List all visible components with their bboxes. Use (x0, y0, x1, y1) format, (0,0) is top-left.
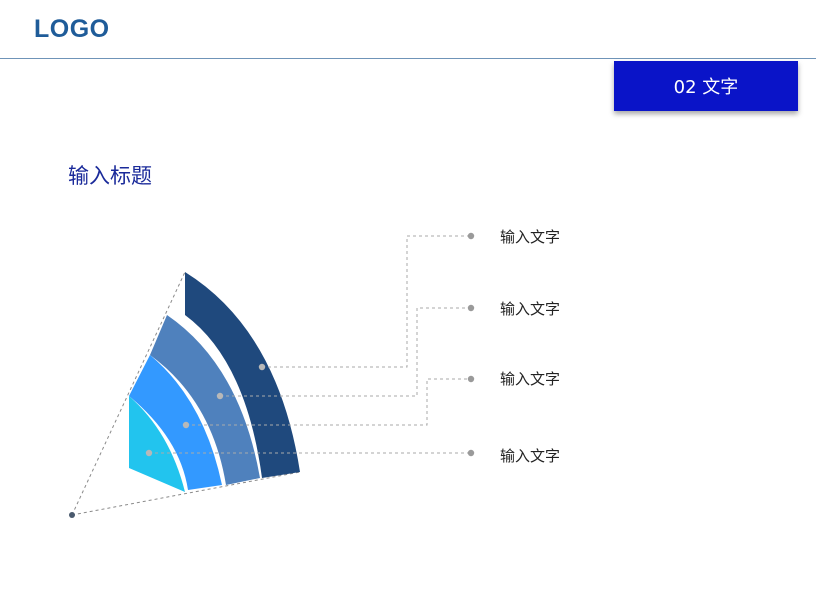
band-dot-2 (216, 392, 224, 400)
apex-guides (71, 271, 301, 516)
item-label-2: 输入文字 (500, 300, 561, 318)
header-divider (0, 58, 816, 59)
connector-2 (220, 307, 470, 397)
logo: LOGO (34, 15, 110, 43)
band-dot-3 (182, 421, 190, 429)
connector-1 (262, 235, 470, 368)
fan-band-2 (150, 315, 260, 485)
apex-guide-top (71, 271, 186, 516)
label-dots (467, 232, 475, 457)
fan-band-4 (129, 396, 185, 492)
apex-guide-bottom (71, 471, 301, 516)
item-label-4: 输入文字 (500, 447, 561, 465)
fan-band-1 (185, 272, 300, 478)
band-dots (145, 363, 266, 457)
band-dot-4 (145, 449, 153, 457)
label-dot-1 (467, 232, 475, 240)
connector-3 (186, 378, 470, 426)
item-label-1: 输入文字 (500, 228, 561, 246)
label-dot-2 (467, 304, 475, 312)
band-dot-1 (258, 363, 266, 371)
label-dot-4 (467, 449, 475, 457)
section-badge: 02 文字 (614, 61, 798, 111)
apex-dot (69, 512, 75, 518)
section-badge-label: 02 文字 (673, 77, 739, 98)
item-label-3: 输入文字 (500, 370, 561, 388)
page-title: 输入标题 (68, 164, 152, 188)
fan-band-3 (129, 355, 222, 490)
connectors (149, 235, 470, 454)
label-dot-3 (467, 375, 475, 383)
